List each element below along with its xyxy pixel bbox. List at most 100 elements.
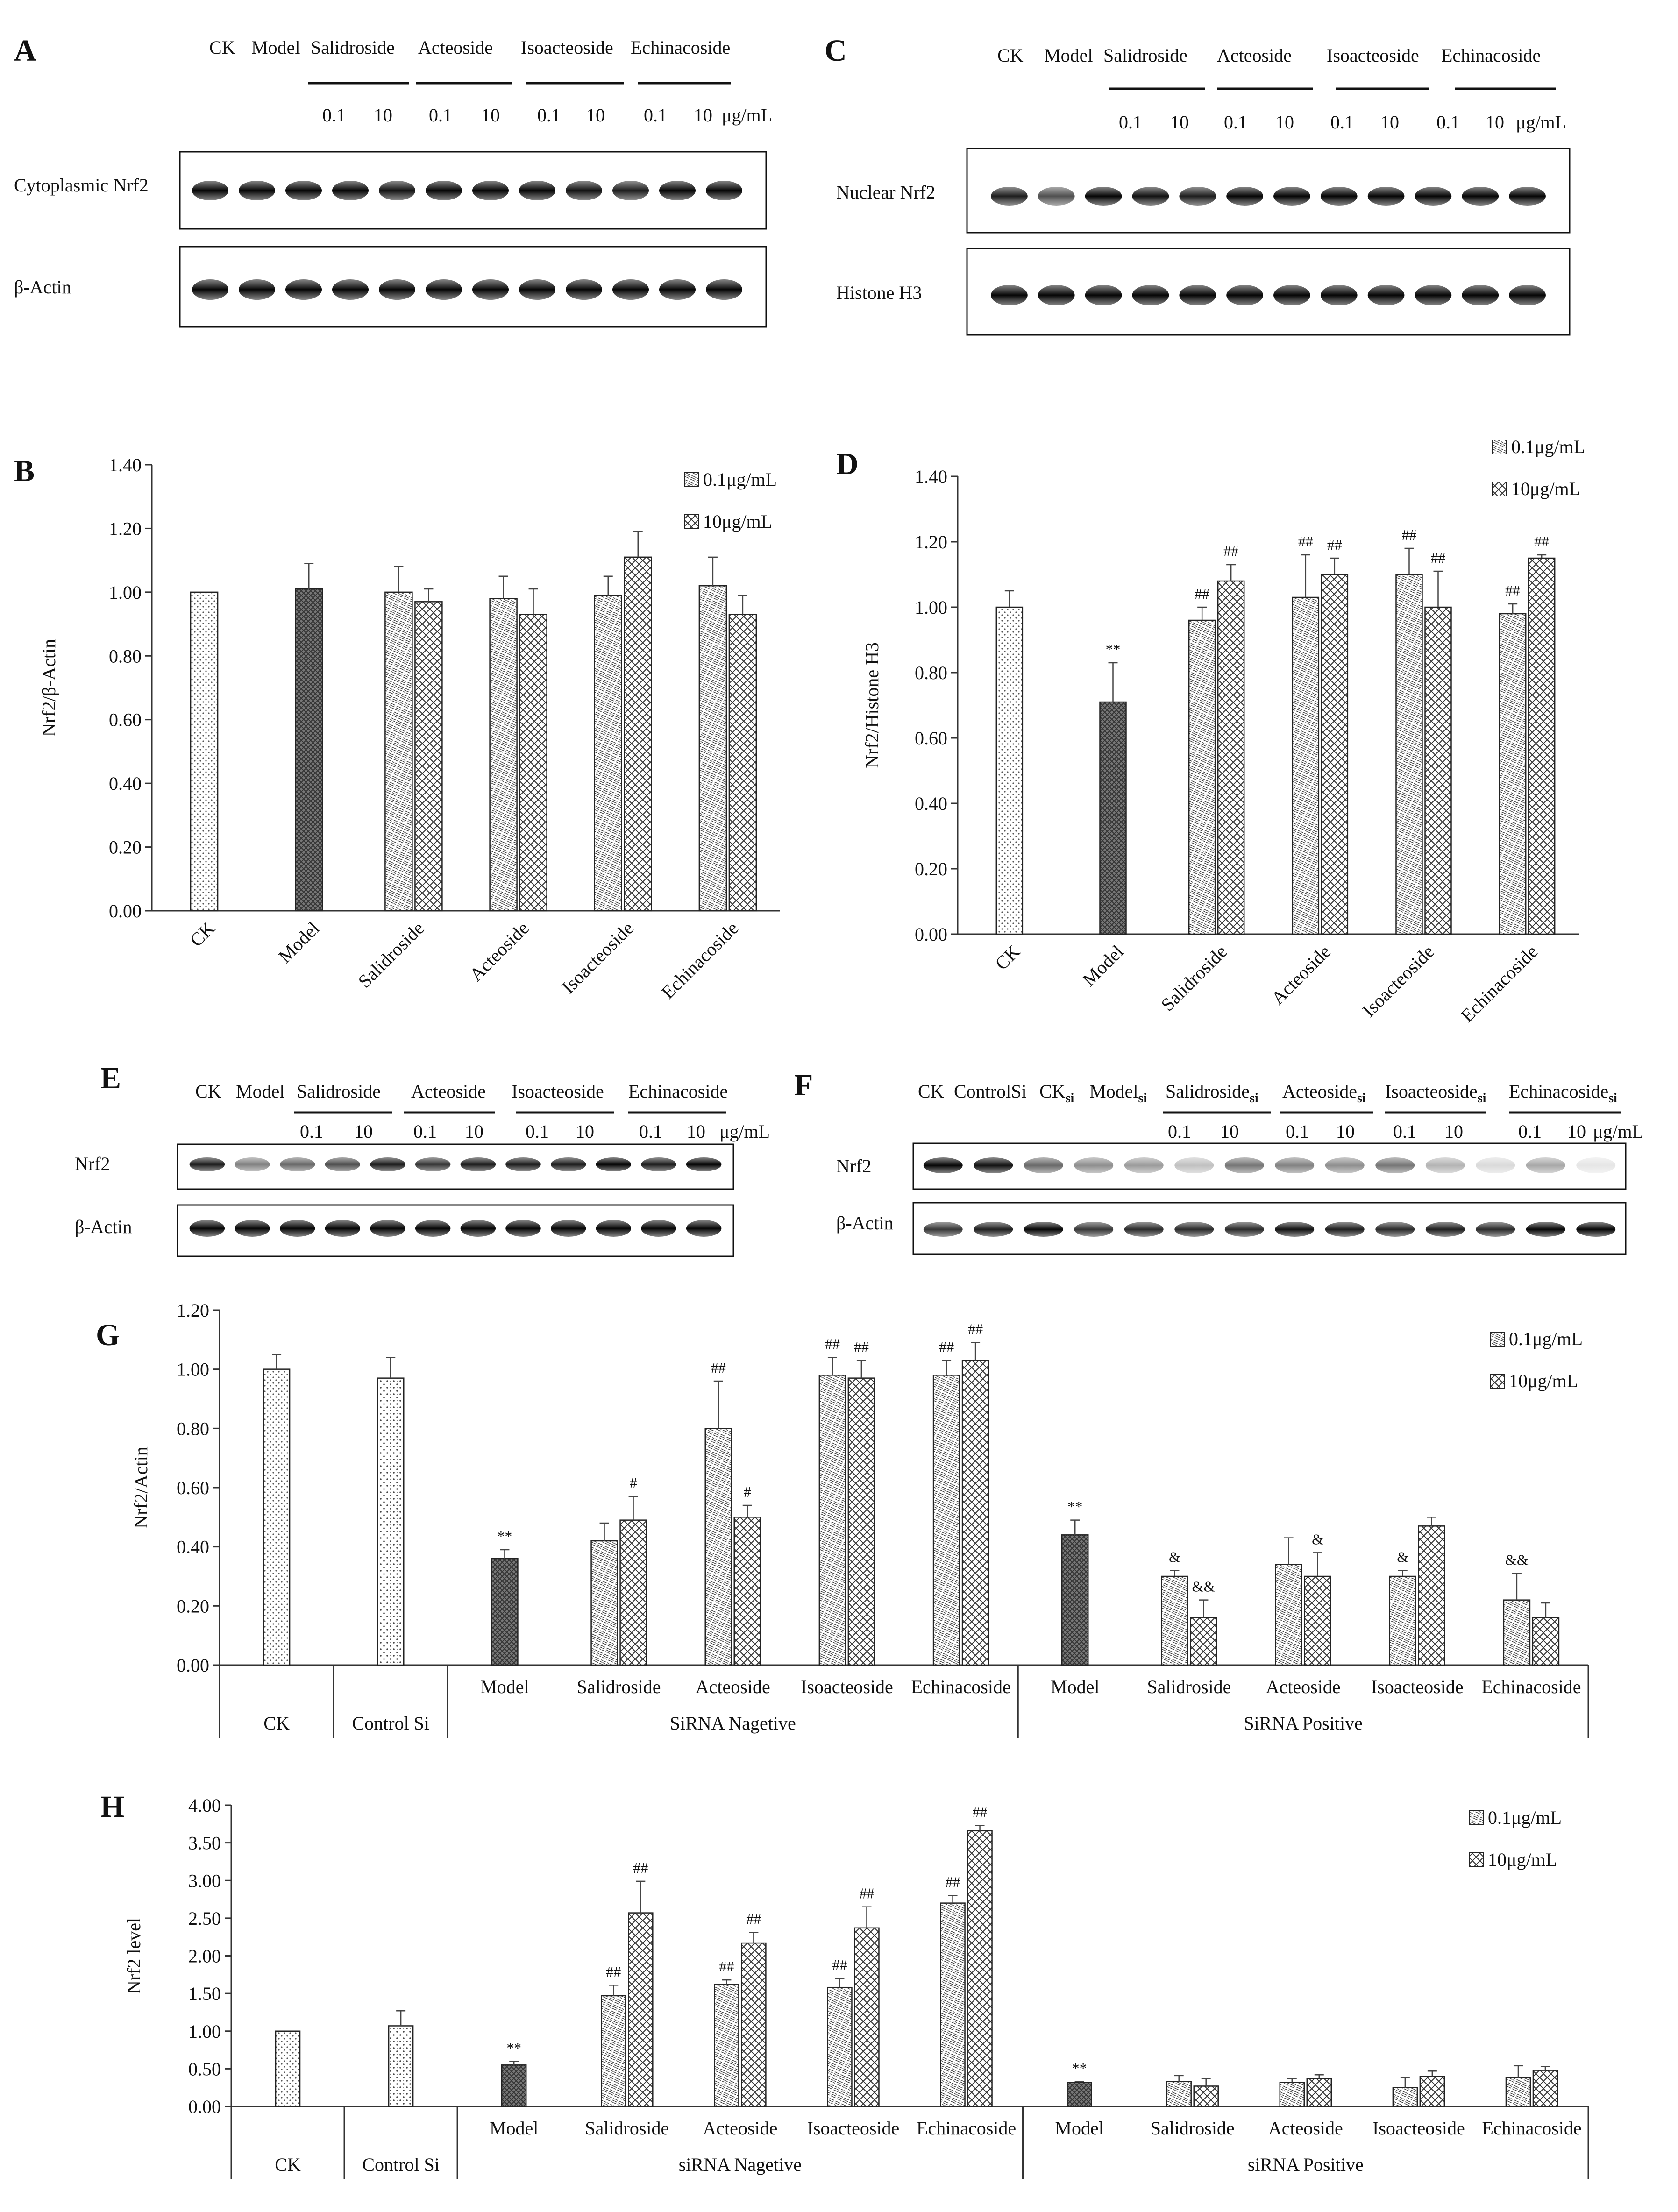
x-tick-label: Echinacoside	[917, 2118, 1016, 2139]
blot-a-dose: 0.1	[429, 105, 452, 126]
bar-low	[714, 1984, 739, 2107]
legend-label: 0.1μg/mL	[1488, 1807, 1562, 1828]
y-axis-title: Nrf2 level	[123, 1918, 144, 1994]
blot-band	[285, 279, 322, 300]
blot-a-dose: 10	[481, 105, 500, 126]
blot-band	[285, 181, 322, 200]
blot-band	[519, 181, 555, 200]
blot-band	[1320, 187, 1358, 206]
y-tick-label: 0.80	[915, 662, 947, 683]
blot-band	[1375, 1157, 1415, 1173]
blot-band	[923, 1157, 963, 1173]
blot-f-subscript: si	[1066, 1091, 1074, 1106]
bar-model	[295, 588, 323, 912]
x-tick-label: Model	[1078, 941, 1128, 991]
blot-panel-e: CK Model Salidroside Acteoside Isoacteos…	[75, 1081, 770, 1257]
x-tick-label: CK	[991, 941, 1024, 974]
blot-band	[370, 1157, 405, 1171]
x-tick-label: Acteoside	[1266, 1676, 1341, 1697]
blot-c-dose: 10	[1170, 112, 1189, 133]
bar-low	[384, 591, 413, 912]
y-tick-label: 0.40	[915, 793, 947, 814]
blot-f-group-isoacteoside-si: Isoacteosidesi	[1385, 1081, 1486, 1106]
blot-band	[189, 1157, 225, 1171]
blot-a-dose: 10	[374, 105, 392, 126]
blot-band	[1074, 1157, 1114, 1173]
blot-a-dose-labels: 0.1 10 0.1 10 0.1 10 0.1 10 μg/mL	[322, 105, 772, 126]
blot-band	[974, 1222, 1013, 1237]
blot-e-bands-row2	[189, 1220, 722, 1237]
blot-band	[192, 181, 228, 200]
blot-f-isoacteoside-si-label: Isoacteoside	[1385, 1081, 1478, 1102]
blot-band	[235, 1157, 270, 1171]
y-tick-label: 3.50	[188, 1833, 221, 1854]
significance-label: ##	[939, 1339, 954, 1355]
blot-band	[505, 1157, 541, 1171]
significance-label: #	[744, 1483, 751, 1500]
bar-high	[1419, 2076, 1445, 2107]
bar-ctrl2	[388, 2025, 414, 2107]
y-tick-label: 1.40	[109, 454, 142, 475]
chart-g: 0.00 0.20 0.40 0.60 0.80 1.00 1.20 Nrf2/Actin **…	[130, 1300, 1589, 1738]
y-tick-label: 0.40	[177, 1537, 209, 1558]
significance-label: ##	[1223, 543, 1238, 560]
y-tick-label: 1.00	[188, 2021, 221, 2042]
blot-a-dose: 0.1	[644, 105, 667, 126]
y-tick-label: 0.80	[109, 645, 142, 666]
panel-letter-a: A	[14, 34, 36, 68]
blot-a-units: μg/mL	[722, 105, 772, 126]
bar-low	[1161, 1575, 1188, 1666]
significance-label: ##	[946, 1874, 960, 1891]
x-group-label: siRNA Positive	[1248, 2154, 1364, 2175]
significance-label: ##	[1534, 533, 1549, 550]
y-tick-label: 3.00	[188, 1870, 221, 1891]
blot-panel-a: CK Model Salidroside Acteoside Isoacteos…	[14, 37, 772, 328]
bar-model	[1061, 1534, 1089, 1666]
bar-low	[590, 1540, 618, 1666]
blot-e-group-ck: CK	[195, 1081, 221, 1102]
x-tick-label: Salidroside	[354, 918, 428, 992]
blot-f-group-ck-si: CKsi	[1039, 1081, 1074, 1106]
blot-band	[1325, 1222, 1365, 1237]
x-group-label: Control Si	[362, 2154, 440, 2175]
blot-band	[550, 1220, 586, 1237]
blot-f-row-label-2: β-Actin	[836, 1212, 894, 1234]
x-tick-label: Model	[490, 2118, 538, 2139]
blot-f-bands-row1	[923, 1157, 1616, 1173]
blot-band	[1174, 1157, 1214, 1173]
blot-band	[472, 181, 509, 200]
blot-c-group-ck: CK	[997, 45, 1024, 66]
blot-f-subscript: si	[1478, 1091, 1486, 1106]
blot-band	[1074, 1222, 1114, 1237]
bar-low	[489, 598, 518, 912]
blot-c-units: μg/mL	[1516, 112, 1566, 133]
chart-h: 0.00 0.50 1.00 1.50 2.00 2.50 3.00 3.50 4.00 Nrf2…	[123, 1795, 1589, 2179]
blot-a-group-salidroside: Salidroside	[311, 37, 395, 58]
blot-band	[1174, 1222, 1214, 1237]
significance-label: **	[1067, 1498, 1082, 1515]
blot-f-dose-labels: 0.1 10 0.1 10 0.1 10 0.1 10 μg/mL	[1168, 1121, 1643, 1142]
y-tick-label: 0.40	[109, 773, 142, 794]
bar-low	[932, 1375, 960, 1666]
y-tick-label: 1.40	[915, 466, 947, 487]
x-tick-label: Salidroside	[585, 2118, 669, 2139]
blot-band	[472, 279, 509, 300]
bar-high	[967, 1830, 993, 2107]
blot-band	[596, 1220, 632, 1237]
panel-letter-c: C	[825, 34, 847, 68]
bar-high	[1306, 2078, 1332, 2107]
x-tick-label: Acteoside	[696, 1676, 770, 1697]
bar-low	[827, 1986, 853, 2107]
blot-band	[1325, 1157, 1365, 1173]
bar-low	[594, 595, 622, 912]
blot-band	[1124, 1157, 1164, 1173]
x-tick-label: Echinacoside	[657, 918, 743, 1003]
blot-f-dose: 0.1	[1168, 1121, 1191, 1142]
blot-a-group-model: Model	[251, 37, 300, 58]
blot-e-dose: 0.1	[639, 1121, 662, 1142]
blot-f-subscript: si	[1608, 1091, 1617, 1106]
blot-a-row-label-2: β-Actin	[14, 276, 71, 298]
blot-c-row-label-2: Histone H3	[836, 282, 922, 303]
significance-label: ##	[1505, 582, 1520, 599]
significance-label: ##	[746, 1911, 761, 1928]
